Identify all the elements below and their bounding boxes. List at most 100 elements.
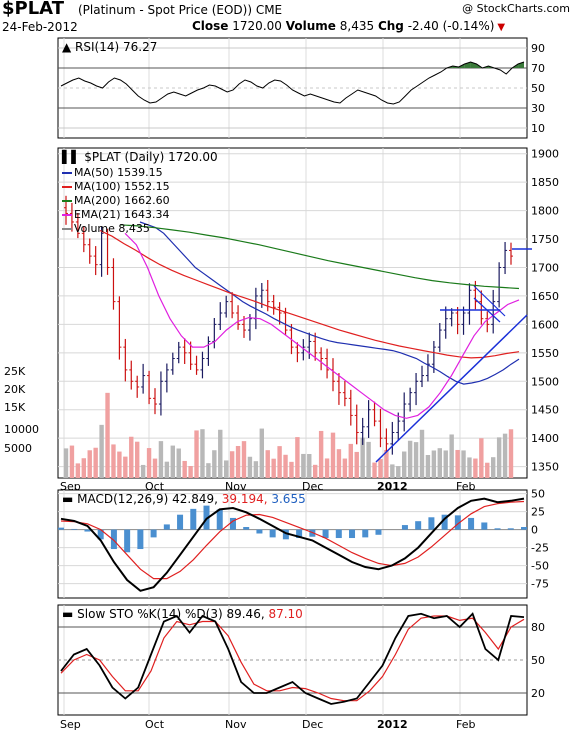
price-tick-label: 1800 <box>531 205 559 218</box>
macd-histogram-bar <box>521 527 527 530</box>
volume-bar <box>313 464 318 478</box>
legend-entry: MA(50) 1539.15 <box>74 166 163 179</box>
down-triangle-icon: ▼ <box>497 22 506 33</box>
macd-title: ▬ MACD(12,26,9) 42.849, 39.194, 3.655 <box>62 492 306 506</box>
volume-bar <box>289 461 294 478</box>
volume-bar <box>146 448 152 478</box>
macd-tick-label: -25 <box>531 542 549 555</box>
volume-bar <box>330 432 336 478</box>
volume-bar <box>105 392 110 478</box>
legend-swatch <box>62 228 72 230</box>
legend-swatch <box>62 200 72 202</box>
volume-bar <box>188 465 193 478</box>
volume-bar <box>449 434 454 478</box>
chart-header: $PLAT (Platinum - Spot Price (EOD)) CME … <box>0 0 578 36</box>
volume-bar <box>140 464 146 478</box>
flag-line <box>473 297 501 323</box>
ma100-line <box>99 229 520 359</box>
macd-tick-label: -75 <box>531 578 549 591</box>
volume-tick-label: 10000 <box>4 423 39 436</box>
volume-bar <box>485 462 490 478</box>
copyright: @ StockCharts.com <box>462 2 570 15</box>
bottom-x-tick-label: 2012 <box>377 718 408 731</box>
macd-histogram-bar <box>216 509 223 530</box>
macd-histogram-bar <box>362 529 369 538</box>
volume-bar <box>348 443 353 478</box>
volume-label: Volume <box>285 19 336 33</box>
volume-bar <box>200 429 205 478</box>
volume-bar <box>69 445 75 478</box>
volume-bar <box>229 451 235 478</box>
volume-bar <box>496 437 502 478</box>
volume-bar <box>81 458 86 478</box>
bottom-x-tick-label: Oct <box>145 718 165 731</box>
ticker-symbol: $PLAT <box>2 0 64 19</box>
macd-histogram-bar <box>335 529 342 539</box>
ema21-line <box>124 232 520 419</box>
flag-line <box>473 285 506 317</box>
volume-bar <box>508 429 514 478</box>
volume-bar <box>491 457 496 478</box>
chg-value: -2.40 (-0.14%) <box>407 19 495 33</box>
volume-bar <box>295 437 300 478</box>
sto-tick-label: 20 <box>531 687 545 700</box>
instrument-name: (Platinum - Spot Price (EOD)) CME <box>78 3 283 17</box>
volume-bar <box>419 429 425 478</box>
close-value: 1720.00 <box>232 19 282 33</box>
ma50-line <box>139 221 520 385</box>
support-trendline <box>375 314 528 463</box>
macd-histogram-bar <box>494 528 501 530</box>
bottom-x-tick-label: Nov <box>225 718 247 731</box>
macd-tick-label: 50 <box>531 488 545 501</box>
volume-bar <box>336 449 342 478</box>
volume-bar <box>129 436 134 478</box>
close-label: Close <box>192 19 229 33</box>
macd-histogram-bar <box>150 529 157 538</box>
volume-bar <box>372 462 377 478</box>
macd-histogram-bar <box>243 527 250 530</box>
rsi-tick-label: 50 <box>531 82 545 95</box>
price-tick-label: 1500 <box>531 375 559 388</box>
volume-bar <box>75 463 81 478</box>
macd-histogram-bar <box>415 521 422 530</box>
price-tick-label: 1700 <box>531 261 559 274</box>
volume-bar <box>158 441 164 478</box>
chg-label: Chg <box>377 19 404 33</box>
price-tick-label: 1350 <box>531 461 559 474</box>
sto-d-value: 87.10 <box>268 607 302 621</box>
macd-value: 42.849, <box>172 492 222 506</box>
quote-line: Close 1720.00 Volume 8,435 Chg -2.40 (-0… <box>192 19 505 33</box>
chart-date: 24-Feb-2012 <box>2 20 78 34</box>
volume-bar <box>99 424 104 478</box>
volume-bar <box>407 440 413 478</box>
volume-bar <box>235 445 241 478</box>
volume-bar <box>366 441 371 478</box>
macd-histogram-bar <box>507 528 514 530</box>
volume-bar <box>152 458 158 478</box>
legend-swatch <box>62 186 72 188</box>
price-tick-label: 1550 <box>531 347 559 360</box>
legend-entry: EMA(21) 1643.34 <box>74 208 170 221</box>
price-tick-label: 1450 <box>531 404 559 417</box>
macd-hist-value: 3.655 <box>271 492 305 506</box>
volume-bar <box>342 458 348 478</box>
rsi-tick-label: 30 <box>531 102 545 115</box>
macd-histogram-bar <box>441 514 448 530</box>
volume-bar <box>63 448 69 478</box>
volume-bar <box>437 448 442 478</box>
macd-histogram-bar <box>454 515 461 530</box>
price-tick-label: 1400 <box>531 432 559 445</box>
volume-bar <box>301 453 306 478</box>
macd-histogram-bar <box>428 517 435 530</box>
macd-histogram-bar <box>269 529 276 538</box>
volume-tick-label: 20K <box>4 383 26 396</box>
price-tick-label: 1850 <box>531 176 559 189</box>
macd-line <box>60 497 525 592</box>
macd-histogram-bar <box>190 508 197 530</box>
sto-k-line <box>60 612 525 705</box>
volume-bar <box>354 451 359 478</box>
volume-bar <box>206 463 211 478</box>
macd-histogram-bar <box>256 529 263 534</box>
volume-bar <box>117 451 122 478</box>
volume-tick-label: 15K <box>4 401 26 414</box>
